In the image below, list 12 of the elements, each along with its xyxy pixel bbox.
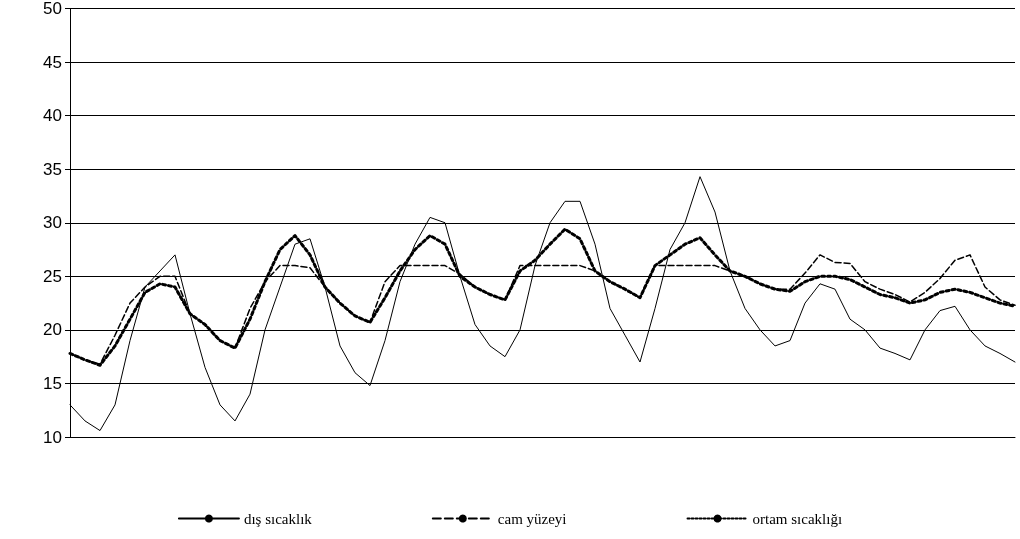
y-tick-label: 30 bbox=[43, 213, 62, 233]
y-tick-label: 15 bbox=[43, 373, 62, 393]
y-tick-label: 20 bbox=[43, 320, 62, 340]
legend-label: cam yüzeyi bbox=[497, 510, 567, 527]
y-tick-label: 40 bbox=[43, 106, 62, 126]
y-tick-label: 50 bbox=[43, 0, 62, 18]
legend-label: ortam sıcaklığı bbox=[752, 510, 843, 527]
y-tick-label: 45 bbox=[43, 52, 62, 72]
y-tick-label: 25 bbox=[43, 266, 62, 286]
y-tick-label: 10 bbox=[43, 427, 62, 447]
legend-label: dış sıcaklık bbox=[243, 510, 313, 527]
y-tick-label: 35 bbox=[43, 159, 62, 179]
